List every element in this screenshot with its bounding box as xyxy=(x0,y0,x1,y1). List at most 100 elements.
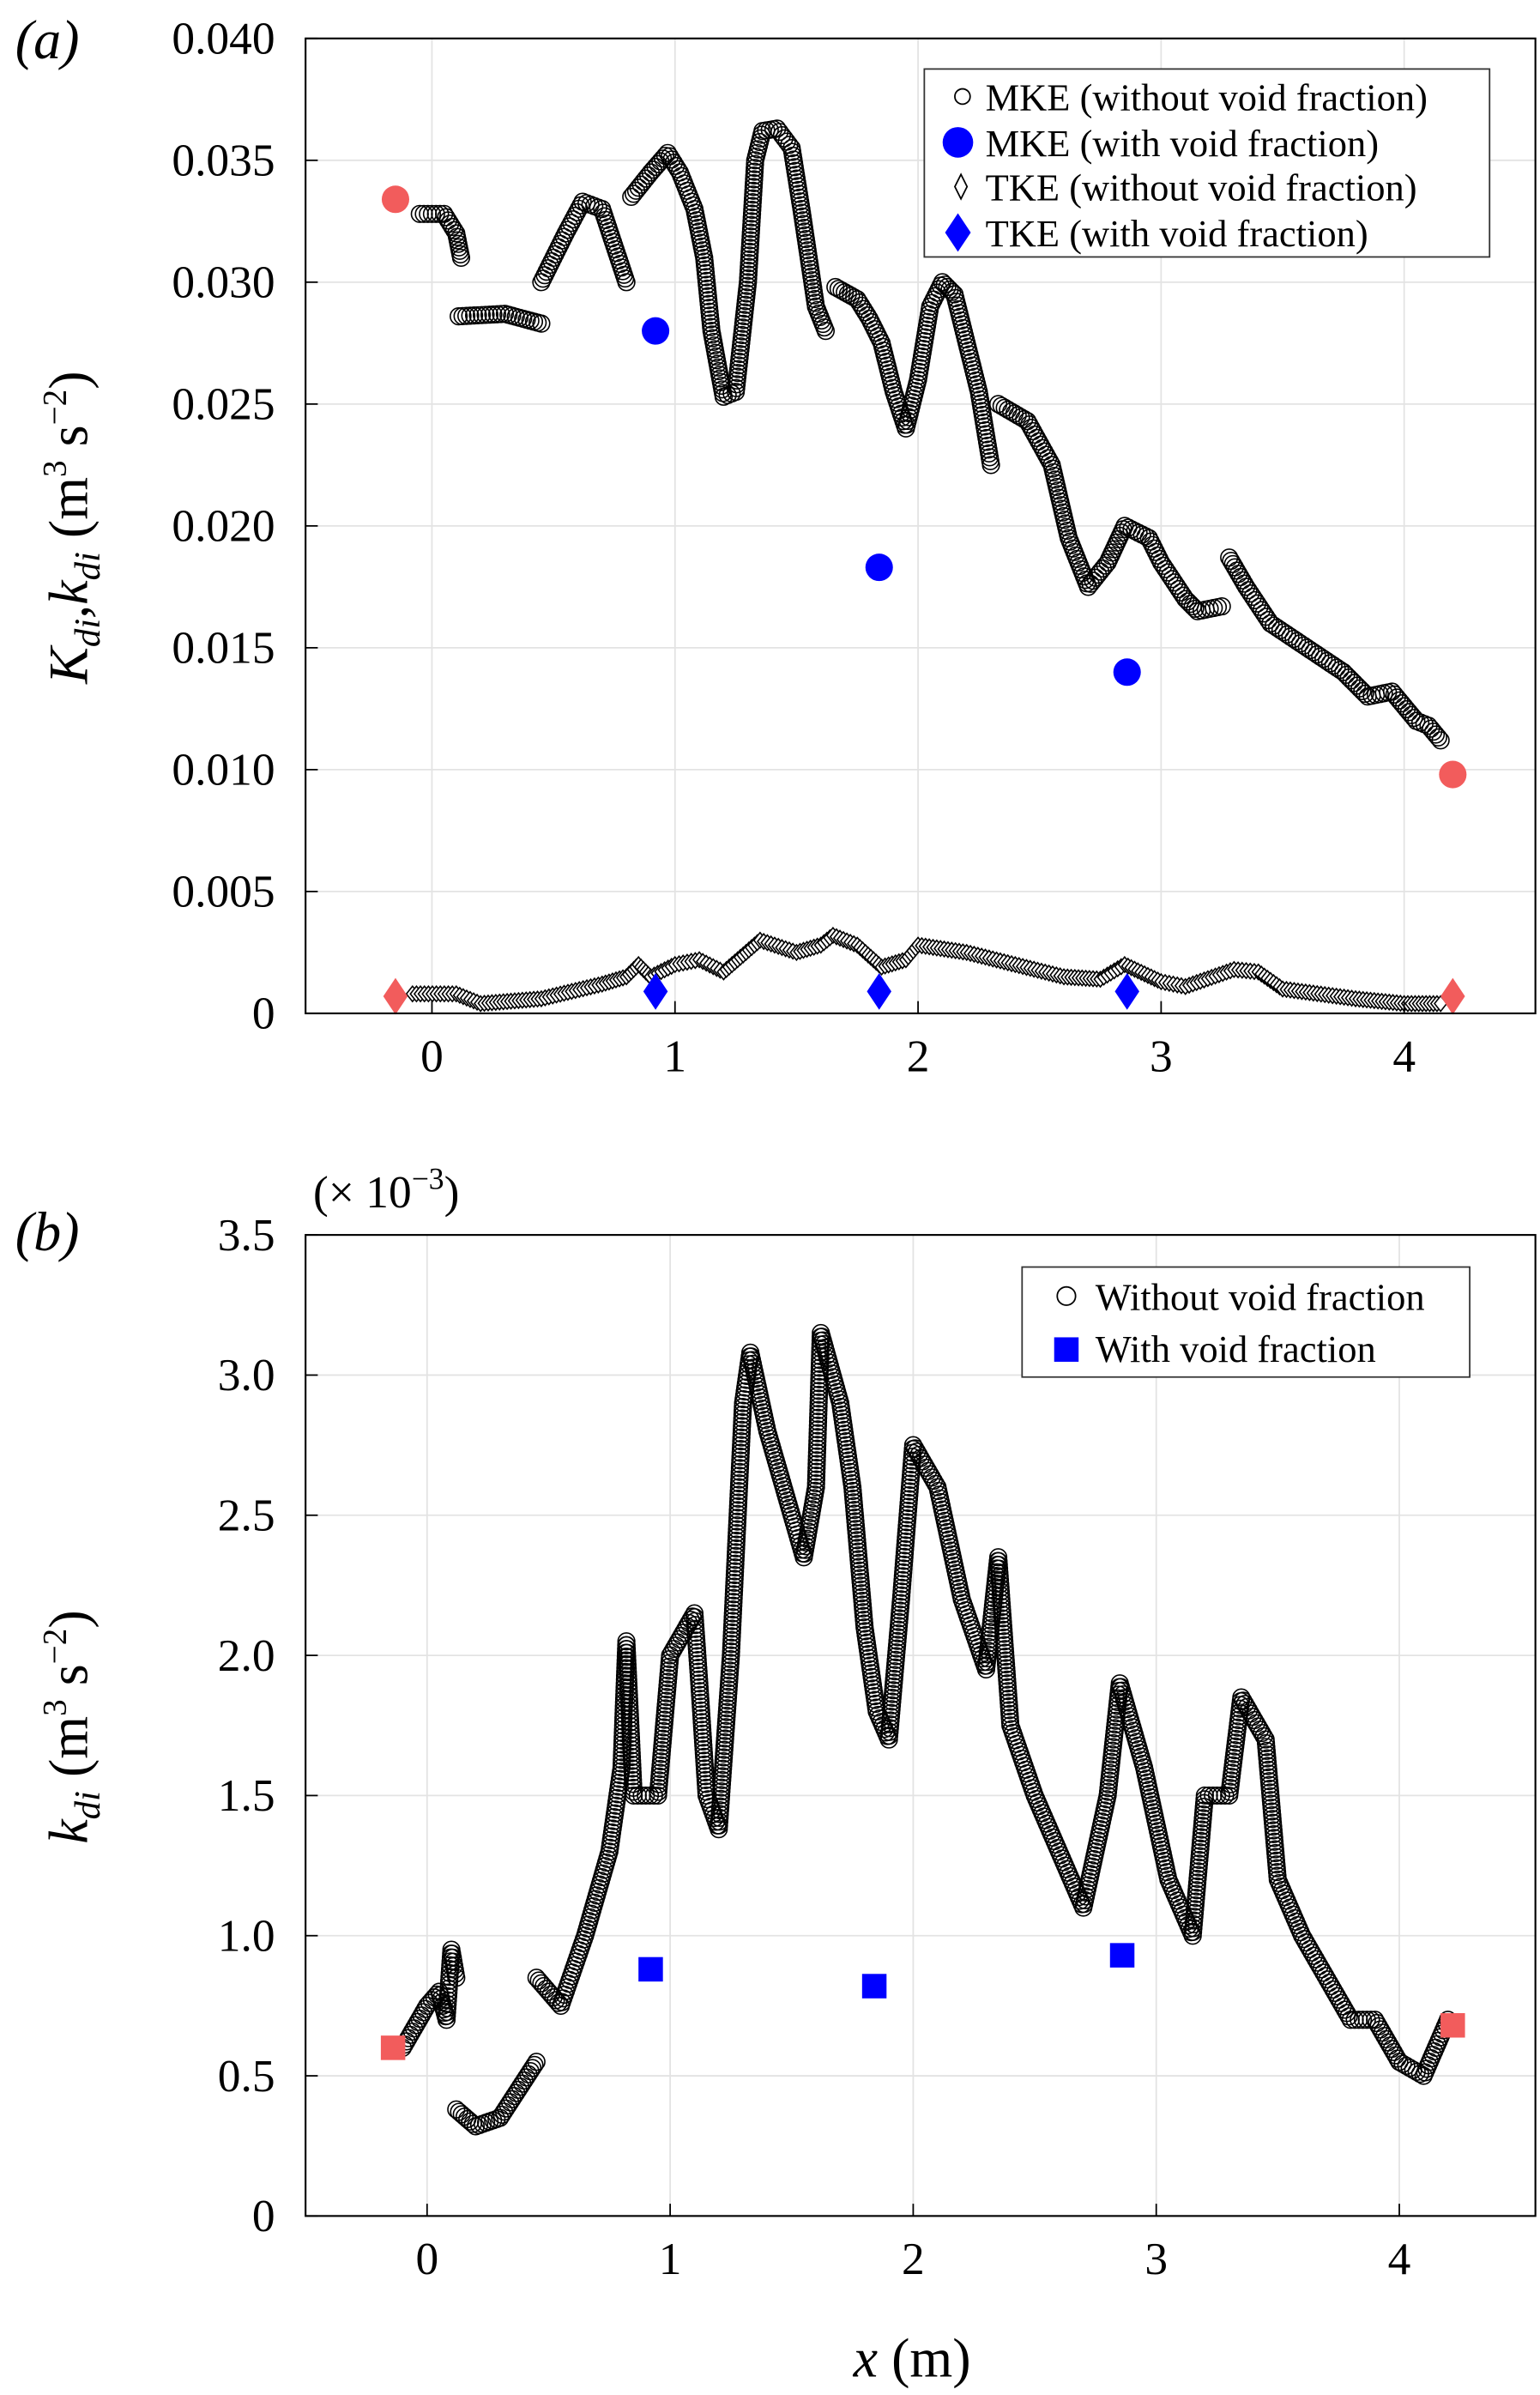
data-point xyxy=(1284,629,1303,649)
legend-open-circle-icon xyxy=(1056,1285,1077,1306)
data-point xyxy=(1357,2011,1376,2029)
ticks-a: 0 1 2 3 4 0 0.005 0.010 0.015 0.020 0.025 0.030 0.03… xyxy=(172,13,1416,1082)
data-point xyxy=(1353,681,1372,700)
y-tick-label: 1.5 xyxy=(218,1769,275,1821)
data-point xyxy=(1274,623,1293,642)
legend-entry: TKE (with void fraction) xyxy=(986,212,1368,255)
data-point xyxy=(861,1974,887,1999)
data-point xyxy=(642,317,670,345)
data-point xyxy=(1428,728,1447,747)
data-point xyxy=(422,204,442,223)
x-tick-label: 2 xyxy=(902,2233,925,2284)
ticks-b: 0 1 2 3 4 0 0.5 1.0 1.5 2.0 2.5 3.0 3.5 xyxy=(218,1209,1411,2284)
data-point xyxy=(809,1385,829,1404)
panel-b: 0 1 2 3 4 0 0.5 1.0 1.5 2.0 2.5 3.0 3.5 (b) (× 10−3)… xyxy=(15,1162,1537,2388)
data-point xyxy=(525,2055,544,2074)
data-point xyxy=(806,1467,826,1485)
x-tick-label: 4 xyxy=(1388,2233,1411,2284)
data-point xyxy=(807,1451,826,1470)
panel-label-b: (b) xyxy=(15,1201,80,1262)
y-tick-label: 0.020 xyxy=(172,500,275,552)
data-point xyxy=(808,1420,827,1439)
data-point xyxy=(1439,760,1467,789)
data-point xyxy=(447,1969,466,1987)
data-point xyxy=(1426,725,1446,744)
data-point xyxy=(808,1424,827,1442)
data-point xyxy=(1267,619,1287,638)
scale-note: (× 10−3) xyxy=(313,1162,459,1218)
data-point xyxy=(532,314,551,333)
data-point xyxy=(1294,636,1314,655)
y-axis-label-b: kdi (m3 s−2) xyxy=(37,1610,108,1843)
data-point xyxy=(1265,616,1283,635)
legend-entry: MKE (without void fraction) xyxy=(986,76,1428,118)
data-point xyxy=(1089,565,1108,584)
data-point xyxy=(1090,562,1110,581)
y-tick-label: 2.5 xyxy=(218,1490,275,1541)
data-point xyxy=(935,275,954,294)
data-point xyxy=(806,1474,825,1493)
data-point xyxy=(770,123,789,142)
data-point xyxy=(810,1370,829,1388)
x-tick-label: 4 xyxy=(1392,1031,1416,1082)
marks-b xyxy=(380,1323,1465,2136)
data-point xyxy=(807,1455,826,1473)
data-point xyxy=(807,1462,826,1481)
legend-entry: With void fraction xyxy=(1096,1328,1376,1370)
data-point xyxy=(1288,632,1307,650)
x-tick-label: 0 xyxy=(420,1031,444,1082)
data-point xyxy=(1176,590,1195,608)
data-point xyxy=(806,1478,825,1497)
data-point xyxy=(617,273,636,292)
y-tick-label: 0.025 xyxy=(172,378,275,430)
y-tick-label: 2.0 xyxy=(218,1630,275,1681)
data-point xyxy=(1291,634,1310,653)
data-point xyxy=(1081,574,1100,593)
data-point xyxy=(1327,658,1346,677)
legend-open-circle-icon xyxy=(954,88,971,106)
data-point xyxy=(625,184,643,203)
grid-b xyxy=(305,1234,1536,2217)
data-point xyxy=(867,972,891,1010)
data-point xyxy=(1109,1943,1135,1968)
data-point xyxy=(1084,572,1102,590)
data-point xyxy=(809,1389,828,1408)
data-point xyxy=(1086,568,1105,587)
data-point xyxy=(1212,596,1231,616)
data-point xyxy=(1178,592,1198,611)
data-point xyxy=(768,119,787,138)
data-point xyxy=(807,1443,826,1462)
y-tick-label: 0.030 xyxy=(172,257,275,308)
data-point xyxy=(816,322,836,341)
panel-a: 0 1 2 3 4 0 0.005 0.010 0.015 0.020 0.025 0.030 0.03… xyxy=(15,9,1537,1082)
data-point xyxy=(1307,645,1326,664)
data-point xyxy=(933,273,951,292)
data-point xyxy=(634,172,653,191)
data-point xyxy=(612,1758,631,1777)
data-point xyxy=(1000,1709,1019,1727)
data-point xyxy=(1311,647,1330,666)
data-point xyxy=(1301,640,1320,660)
y-tick-label: 0.005 xyxy=(172,866,275,917)
data-point xyxy=(426,204,445,223)
legend-a: MKE (without void fraction) MKE (with vo… xyxy=(923,68,1491,258)
data-point xyxy=(638,1957,663,1982)
legend-filled-square-icon xyxy=(1054,1337,1079,1362)
legend-entry: TKE (without void fraction) xyxy=(986,166,1417,209)
data-point xyxy=(1114,972,1139,1010)
data-point xyxy=(1431,731,1450,750)
data-point xyxy=(807,1439,827,1458)
data-point xyxy=(461,2112,480,2131)
data-point xyxy=(1324,656,1343,675)
data-point xyxy=(1297,638,1316,657)
legend-entry: Without void fraction xyxy=(1096,1275,1425,1318)
data-point xyxy=(807,1459,826,1478)
data-point xyxy=(1353,2011,1373,2029)
legend-filled-circle-icon xyxy=(942,127,974,158)
x-tick-label: 2 xyxy=(907,1031,930,1082)
data-point xyxy=(1440,977,1465,1015)
data-point xyxy=(626,181,646,200)
data-point xyxy=(1186,599,1205,619)
y-tick-label: 0 xyxy=(252,2190,275,2241)
data-point xyxy=(808,1416,827,1435)
